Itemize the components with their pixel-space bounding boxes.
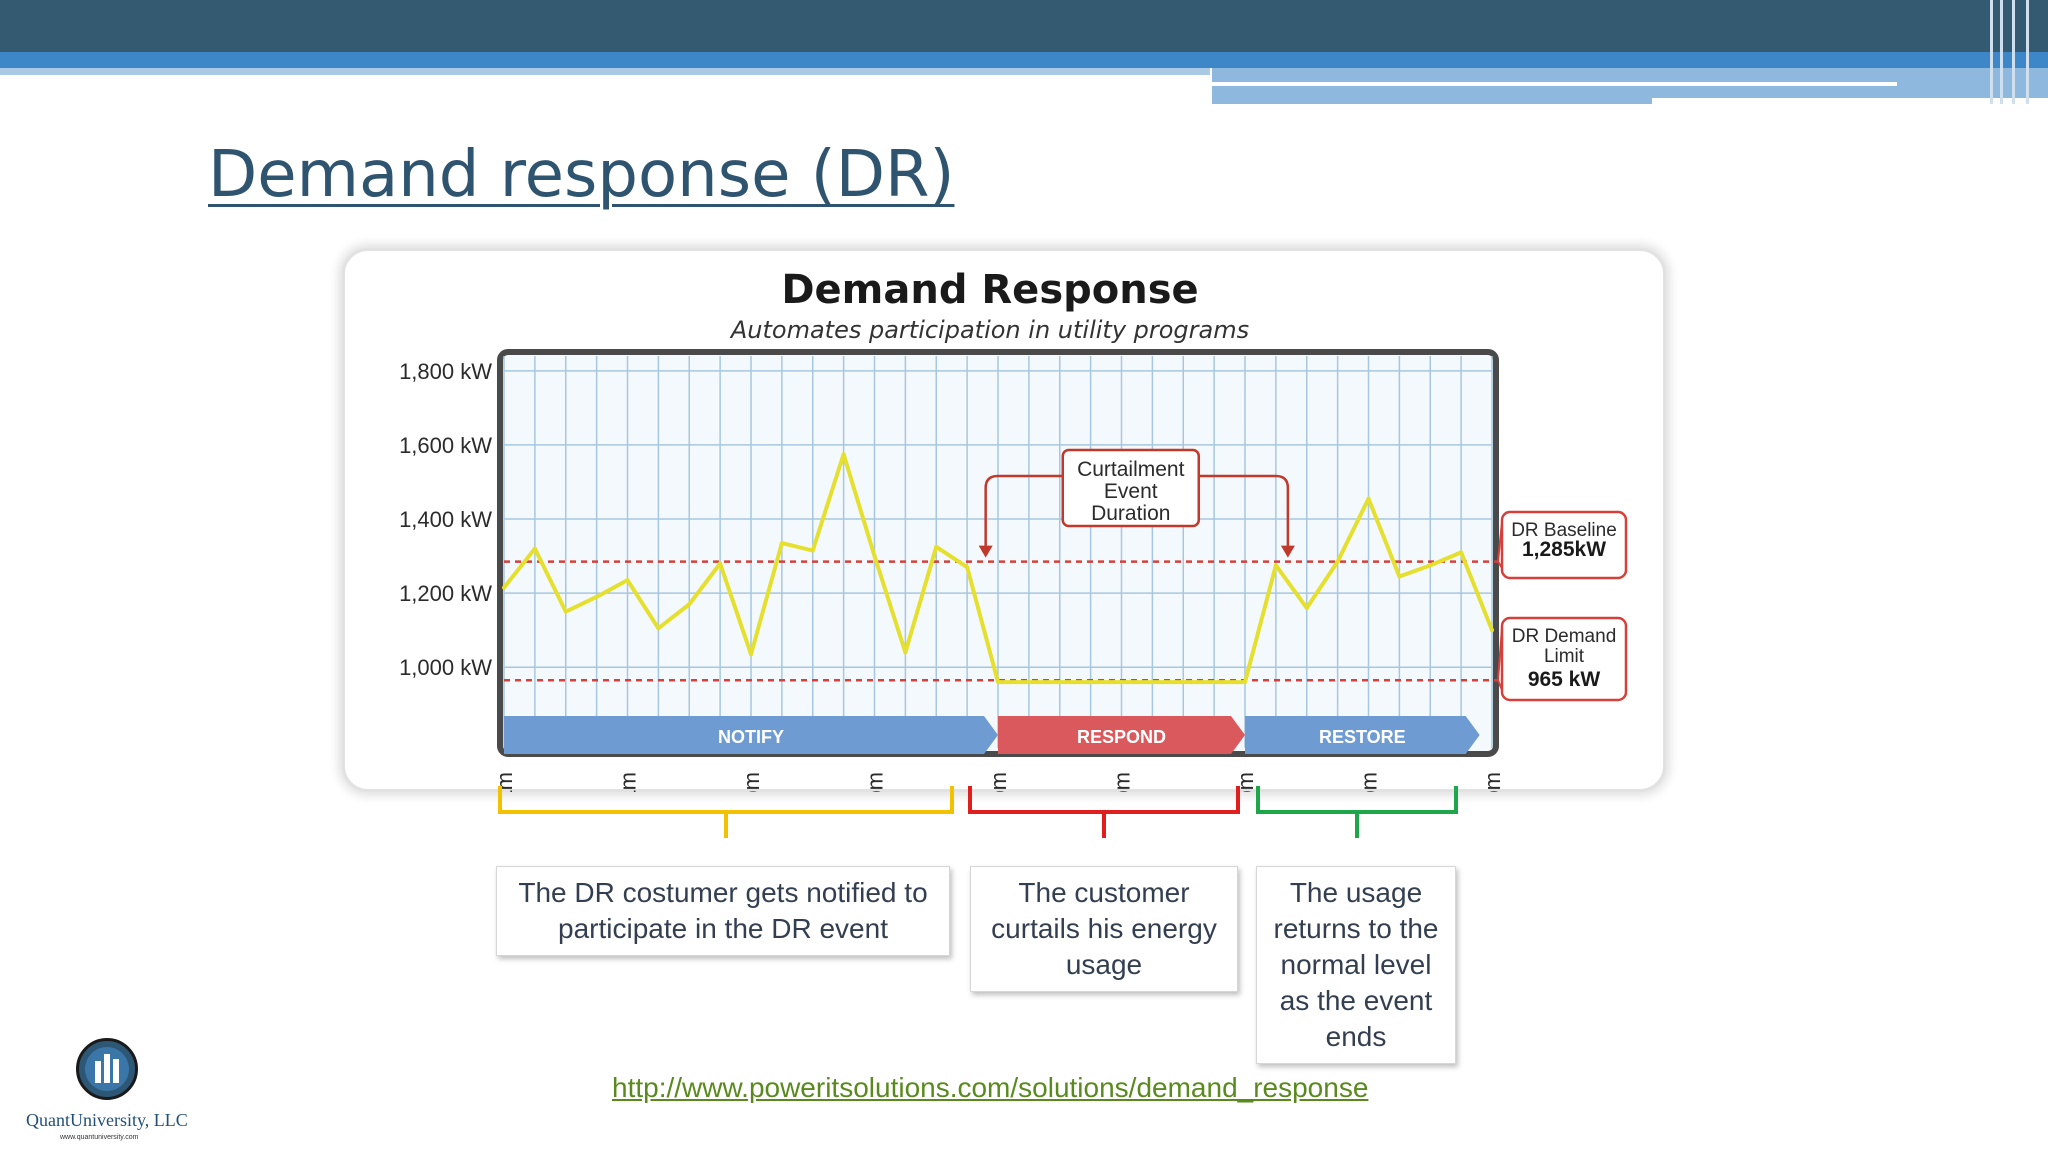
data-point [1304,605,1309,610]
x-tick-label: 12pm [739,772,764,792]
data-point [656,626,661,631]
caption-notify: The DR costumer gets notified to partici… [496,866,950,956]
demand-response-chart: Demand Response Automates participation i… [399,267,1628,792]
brace-path [1256,786,1458,838]
callout-value: 1,285kW [1522,538,1606,561]
data-point [965,565,970,570]
data-point [1397,574,1402,579]
y-tick-label: 1,400 kW [399,507,492,532]
x-tick-label: 3pm [1110,772,1135,792]
building-icon [85,1047,129,1091]
annotation-arrow-left [978,545,993,558]
y-tick-label: 1,600 kW [399,433,492,458]
data-point [1459,550,1464,555]
phase-label: RESPOND [1077,727,1166,747]
data-point [532,546,537,551]
caption-restore: The usage returns to the normal level as… [1256,866,1456,1064]
data-point [563,609,568,614]
data-point [502,585,506,590]
logo-company-name: QuantUniversity, LLC [26,1110,188,1130]
annotation-box [1061,448,1201,528]
data-point [1366,496,1371,501]
callout-label: Limit [1544,646,1585,667]
header-line [1212,82,1897,86]
brace-respond [968,786,1240,838]
data-point [996,680,1000,685]
data-point [934,544,939,549]
x-tick-label: 5pm [1357,772,1382,792]
x-tick-label: 6pm [1480,772,1505,792]
header-edge-line [2012,0,2015,104]
data-point [872,554,877,559]
data-point [1428,563,1433,568]
header-bar [0,0,2048,52]
header-stripe-light [0,68,1210,75]
phase-arrow [1245,716,1480,754]
callout-label: DR Demand [1512,626,1617,647]
caption-respond: The customer curtails his energy usage [970,866,1238,992]
quantuniversity-logo-icon [76,1038,138,1100]
source-link[interactable]: http://www.poweritsolutions.com/solution… [612,1072,1369,1103]
data-point [903,650,908,655]
header-line-short [1652,98,2048,104]
callout-value: 965 kW [1528,668,1601,691]
data-point [1490,628,1494,633]
brace-path [968,786,1240,838]
data-point [779,541,784,546]
callout-box [1500,616,1628,702]
callout-label: DR Baseline [1511,520,1617,541]
data-point [1119,680,1124,685]
callout-box [1500,510,1628,580]
header-stripe [0,52,2048,68]
chart-subtitle: Automates participation in utility progr… [729,316,1249,344]
data-point [749,652,753,657]
brace-path [498,786,954,838]
data-point [810,548,815,553]
annotation-arrow-right [1280,545,1295,558]
y-tick-label: 1,200 kW [399,581,492,606]
y-tick-label: 1,800 kW [399,359,492,384]
phase-label: RESTORE [1319,727,1406,747]
annotation-label: Event [1104,480,1158,503]
data-point [594,594,599,599]
annotation-label: Curtailment [1077,458,1185,481]
phase-arrow [504,716,998,754]
data-point [718,561,723,566]
chart-title: Demand Response [781,267,1198,313]
data-point [1181,680,1186,685]
brace-notify [498,786,954,838]
data-point [1335,559,1340,564]
header-edge-line [1990,0,1993,104]
data-point [1273,563,1278,568]
annotation-label: Duration [1091,502,1170,525]
data-point [1057,680,1062,685]
data-point [625,578,630,583]
x-tick-label: 1pm [863,772,888,792]
x-tick-label: 2pm [986,772,1011,792]
y-tick-label: 1,000 kW [399,655,492,680]
phase-label: NOTIFY [718,727,784,747]
phase-arrow [998,716,1245,754]
x-tick-label: 11am [616,772,641,792]
logo-url: www.quantuniversity.com [60,1134,139,1141]
brace-restore [1256,786,1458,838]
header-edge-line [2000,0,2003,104]
slide-title: Demand response (DR) [208,138,955,212]
data-point [841,452,846,457]
data-point [687,602,692,607]
header-edge-line [2026,0,2029,104]
data-point [1243,680,1247,685]
